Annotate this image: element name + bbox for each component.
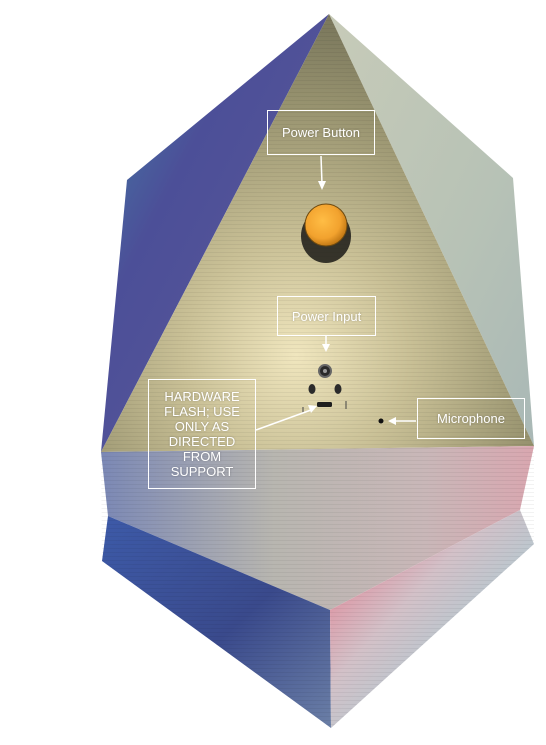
hardware-flash-label: HARDWARE FLASH; USE ONLY AS DIRECTED FRO… bbox=[164, 389, 240, 479]
power-input-arrowhead bbox=[322, 344, 330, 352]
callout-arrows bbox=[255, 155, 416, 431]
power-button-arrow bbox=[320, 155, 323, 185]
microphone-arrowhead bbox=[388, 417, 396, 425]
microphone-label: Microphone bbox=[437, 411, 505, 426]
power-button[interactable] bbox=[304, 203, 348, 247]
power-input-callout: Power Input bbox=[277, 296, 376, 336]
power-button-callout: Power Button bbox=[267, 110, 375, 155]
screw-right bbox=[334, 384, 342, 394]
hardware-flash-port[interactable] bbox=[317, 402, 332, 407]
power-input-port-pin bbox=[323, 369, 327, 373]
hardware-flash-arrowhead bbox=[308, 405, 317, 413]
hardware-flash-arrow bbox=[255, 409, 312, 431]
lower-texture bbox=[101, 446, 534, 728]
microphone-callout: Microphone bbox=[417, 398, 525, 439]
microphone-hole bbox=[378, 418, 384, 424]
screw-left bbox=[308, 384, 316, 394]
power-input-label: Power Input bbox=[291, 308, 362, 324]
power-button-arrowhead bbox=[318, 181, 326, 190]
power-button-label: Power Button bbox=[281, 125, 361, 140]
hardware-flash-callout: HARDWARE FLASH; USE ONLY AS DIRECTED FRO… bbox=[148, 379, 256, 489]
